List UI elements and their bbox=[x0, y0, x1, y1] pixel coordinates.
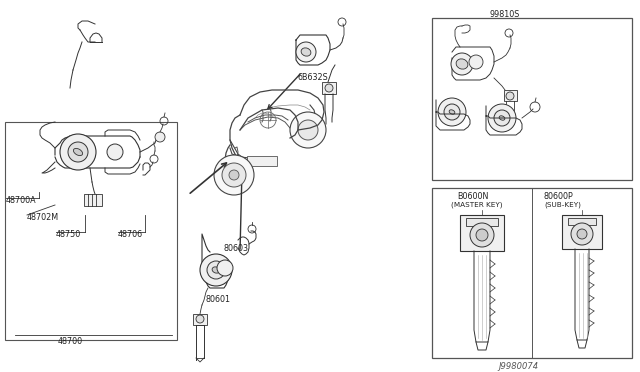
Text: 48706: 48706 bbox=[118, 230, 143, 239]
Bar bbox=[460, 215, 504, 251]
Bar bbox=[568, 218, 596, 225]
Text: 80601: 80601 bbox=[205, 295, 230, 304]
Circle shape bbox=[196, 315, 204, 323]
Text: 80603: 80603 bbox=[224, 244, 249, 253]
Text: B0600N: B0600N bbox=[457, 192, 488, 201]
Ellipse shape bbox=[499, 116, 505, 120]
Ellipse shape bbox=[298, 120, 318, 140]
Ellipse shape bbox=[488, 104, 516, 132]
Ellipse shape bbox=[469, 55, 483, 69]
Ellipse shape bbox=[451, 53, 473, 75]
Ellipse shape bbox=[74, 148, 83, 155]
Ellipse shape bbox=[290, 112, 326, 148]
Text: 48750: 48750 bbox=[56, 230, 81, 239]
Ellipse shape bbox=[456, 59, 468, 69]
Circle shape bbox=[571, 223, 593, 245]
Text: J9980074: J9980074 bbox=[498, 362, 538, 371]
Ellipse shape bbox=[494, 110, 510, 126]
Ellipse shape bbox=[229, 170, 239, 180]
Circle shape bbox=[506, 92, 514, 100]
Ellipse shape bbox=[449, 110, 455, 114]
Ellipse shape bbox=[60, 134, 96, 170]
Ellipse shape bbox=[444, 104, 460, 120]
Ellipse shape bbox=[155, 132, 165, 142]
Ellipse shape bbox=[214, 155, 254, 195]
Bar bbox=[504, 90, 517, 101]
Bar bbox=[5, 122, 177, 340]
Text: (MASTER KEY): (MASTER KEY) bbox=[451, 202, 502, 208]
Circle shape bbox=[470, 223, 494, 247]
Ellipse shape bbox=[200, 254, 232, 286]
Ellipse shape bbox=[217, 260, 233, 276]
Ellipse shape bbox=[222, 163, 246, 187]
Ellipse shape bbox=[107, 144, 123, 160]
Ellipse shape bbox=[68, 142, 88, 162]
Bar bbox=[466, 218, 498, 226]
Text: 6B632S: 6B632S bbox=[297, 73, 328, 82]
Bar bbox=[562, 215, 602, 249]
Ellipse shape bbox=[212, 267, 220, 273]
Bar bbox=[193, 314, 207, 325]
Circle shape bbox=[325, 84, 333, 92]
Text: 48700A: 48700A bbox=[6, 196, 36, 205]
Text: 48700: 48700 bbox=[58, 337, 83, 346]
Text: 80600P: 80600P bbox=[543, 192, 573, 201]
Bar bbox=[84, 194, 102, 206]
Ellipse shape bbox=[301, 48, 311, 56]
Ellipse shape bbox=[438, 98, 466, 126]
Bar bbox=[322, 82, 336, 94]
Text: 48702M: 48702M bbox=[27, 213, 59, 222]
Bar bbox=[247, 156, 277, 166]
Ellipse shape bbox=[296, 42, 316, 62]
Bar bbox=[432, 18, 632, 180]
Circle shape bbox=[577, 229, 587, 239]
Bar bbox=[432, 188, 632, 358]
Ellipse shape bbox=[207, 261, 225, 279]
Circle shape bbox=[476, 229, 488, 241]
Text: (SUB-KEY): (SUB-KEY) bbox=[544, 202, 581, 208]
Text: 99810S: 99810S bbox=[490, 10, 520, 19]
